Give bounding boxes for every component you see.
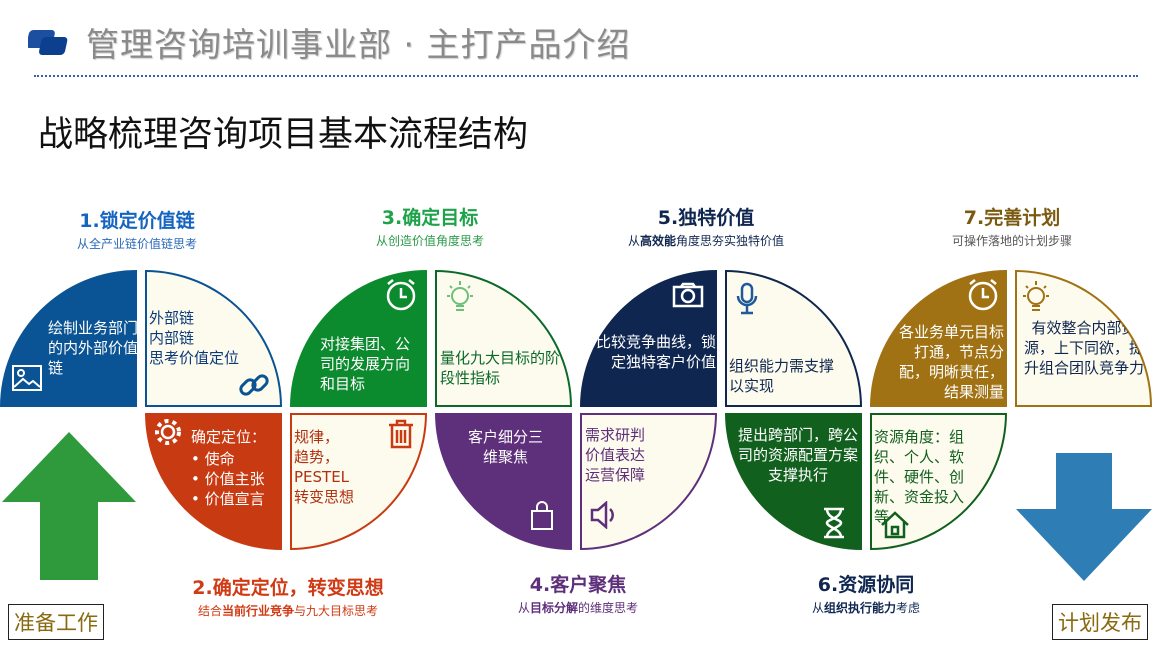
alarm-clock-icon [386, 279, 416, 311]
speaker-icon [590, 501, 614, 529]
step4-detail-quadrant: 需求研判价值表达运营保障 [580, 413, 717, 550]
step3-title-text: 3.确定目标 [381, 207, 479, 229]
step5-main-quadrant: 比较竞争曲线，锁定独特客户价值 [580, 270, 717, 407]
header-title: 管理咨询培训事业部 · 主打产品介绍 [86, 25, 631, 64]
step6-sub-post: 考虑 [896, 601, 921, 615]
step4-main-quadrant: 客户细分三维聚焦 [435, 413, 572, 550]
step2-main-text: 确定定位： [191, 428, 267, 446]
step3-detail-quadrant: 量化九大目标的阶段性指标 [435, 270, 572, 407]
step4-detail-line: 需求研判 [585, 426, 646, 444]
step6-sub-bold: 组织执行能力 [823, 601, 896, 615]
step1-detail-line: 内部链 [149, 329, 195, 347]
step1-title-text: 1.锁定价值链 [79, 210, 195, 232]
step5-title-text: 5.独特价值 [657, 207, 755, 229]
step5-sub-bold: 高效能 [639, 234, 676, 248]
image-icon [12, 365, 42, 391]
step2-sub-pre: 结合 [197, 604, 222, 618]
step3-main-quadrant: 对接集团、公司的发展方向和目标 [290, 270, 427, 407]
step7-detail-text: 有效整合内部资源，上下同欲，提升组合团队竞争力 [1023, 319, 1144, 377]
step2-detail-quadrant: 规律， 趋势， PESTEL 转变思想 [290, 413, 427, 550]
page-heading: 战略梳理咨询项目基本流程结构 [38, 115, 529, 155]
step2-bullet: • 价值主张 [191, 470, 265, 488]
step2-sub-bold: 当前行业竞争 [221, 604, 294, 618]
step2-detail-line: 转变思想 [294, 488, 355, 506]
step3-main-text: 对接集团、公司的发展方向和目标 [320, 335, 411, 393]
step4-title: 4.客户聚焦从目标分解的维度思考 [428, 570, 728, 616]
logo-icon [28, 30, 68, 55]
step2-detail-line: 规律， [294, 428, 340, 446]
step1-main-text: 绘制业务部门的内外部价值链 [48, 319, 137, 377]
step2-detail-line: 趋势， [294, 448, 340, 466]
step7-subtitle: 可操作落地的计划步骤 [951, 234, 1072, 248]
end-label: 计划发布 [1052, 604, 1148, 640]
gear-icon [155, 419, 181, 445]
step4-detail-line: 价值表达 [585, 446, 646, 464]
step5-detail-quadrant: 组织能力需支撑以实现 [725, 270, 862, 407]
step7-main-text: 各业务单元目标打通，节点分配，明晰责任，结果测量 [898, 323, 1004, 401]
step6-title-text: 6.资源协同 [817, 574, 915, 596]
step7-title: 7.完善计划可操作落地的计划步骤 [862, 203, 1154, 249]
step1-detail-line: 思考价值定位 [149, 349, 240, 367]
step4-title-text: 4.客户聚焦 [529, 574, 627, 596]
step4-main-text: 客户细分三维聚焦 [468, 428, 544, 466]
up-arrow-icon [2, 432, 136, 580]
step3-detail-text: 量化九大目标的阶段性指标 [440, 349, 561, 387]
down-arrow-icon [1016, 453, 1152, 581]
start-label: 准备工作 [8, 604, 104, 640]
step6-title: 6.资源协同从组织执行能力考虑 [716, 570, 1016, 616]
step2-title: 2.确定定位，转变思想结合当前行业竞争与九大目标思考 [138, 573, 438, 619]
step6-sub-pre: 从 [811, 601, 824, 615]
house-icon [881, 511, 909, 539]
step1-main-quadrant: 绘制业务部门的内外部价值链 [0, 270, 137, 407]
step4-detail-line: 运营保障 [585, 466, 646, 484]
lightbulb-icon [1023, 281, 1049, 311]
step2-bullet: • 使命 [191, 450, 235, 468]
step3-title: 3.确定目标从创造价值角度思考 [280, 203, 580, 249]
step3-subtitle: 从创造价值角度思考 [375, 234, 484, 248]
link-icon [239, 374, 269, 396]
step7-detail-quadrant: 有效整合内部资源，上下同欲，提升组合团队竞争力 [1015, 270, 1152, 407]
step4-sub-pre: 从 [517, 601, 530, 615]
step6-detail-quadrant: 资源角度：组织、个人、软件、硬件、创新、资金投入等 [870, 413, 1007, 550]
step1-subtitle: 从全产业链价值链思考 [76, 237, 197, 251]
step1-detail-quadrant: 外部链内部链思考价值定位 [145, 270, 282, 407]
step7-title-text: 7.完善计划 [963, 207, 1061, 229]
hourglass-icon [824, 507, 844, 539]
step1-detail-line: 外部链 [149, 309, 195, 327]
step5-sub-post: 角度思夯实独特价值 [676, 234, 785, 248]
step2-main-quadrant: 确定定位： • 使命 • 价值主张 • 价值宣言 [145, 413, 282, 550]
shopping-bag-icon [531, 501, 553, 530]
step5-detail-text: 组织能力需支撑以实现 [729, 357, 835, 395]
step2-sub-post: 与九大目标思考 [294, 604, 379, 618]
step4-sub-post: 的维度思考 [578, 601, 639, 615]
step2-title-text: 2.确定定位，转变思想 [192, 577, 384, 599]
step5-title: 5.独特价值从高效能角度思夯实独特价值 [556, 203, 856, 249]
step1-title: 1.锁定价值链从全产业链价值链思考 [0, 206, 287, 252]
step5-main-text: 比较竞争曲线，锁定独特客户价值 [595, 333, 716, 371]
step6-main-text: 提出跨部门，跨公司的资源配置方案支撑执行 [737, 426, 858, 484]
trash-icon [389, 419, 413, 449]
lightbulb-icon [447, 281, 473, 311]
step6-main-quadrant: 提出跨部门，跨公司的资源配置方案支撑执行 [725, 413, 862, 550]
step2-bullet: • 价值宣言 [191, 490, 265, 508]
microphone-icon [736, 282, 758, 315]
step4-sub-bold: 目标分解 [529, 601, 578, 615]
step5-sub-pre: 从 [627, 234, 640, 248]
step7-main-quadrant: 各业务单元目标打通，节点分配，明晰责任，结果测量 [870, 270, 1007, 407]
alarm-clock-icon [968, 279, 998, 311]
camera-icon [672, 282, 704, 308]
step2-detail-line: PESTEL [294, 468, 350, 486]
divider [34, 75, 1138, 77]
